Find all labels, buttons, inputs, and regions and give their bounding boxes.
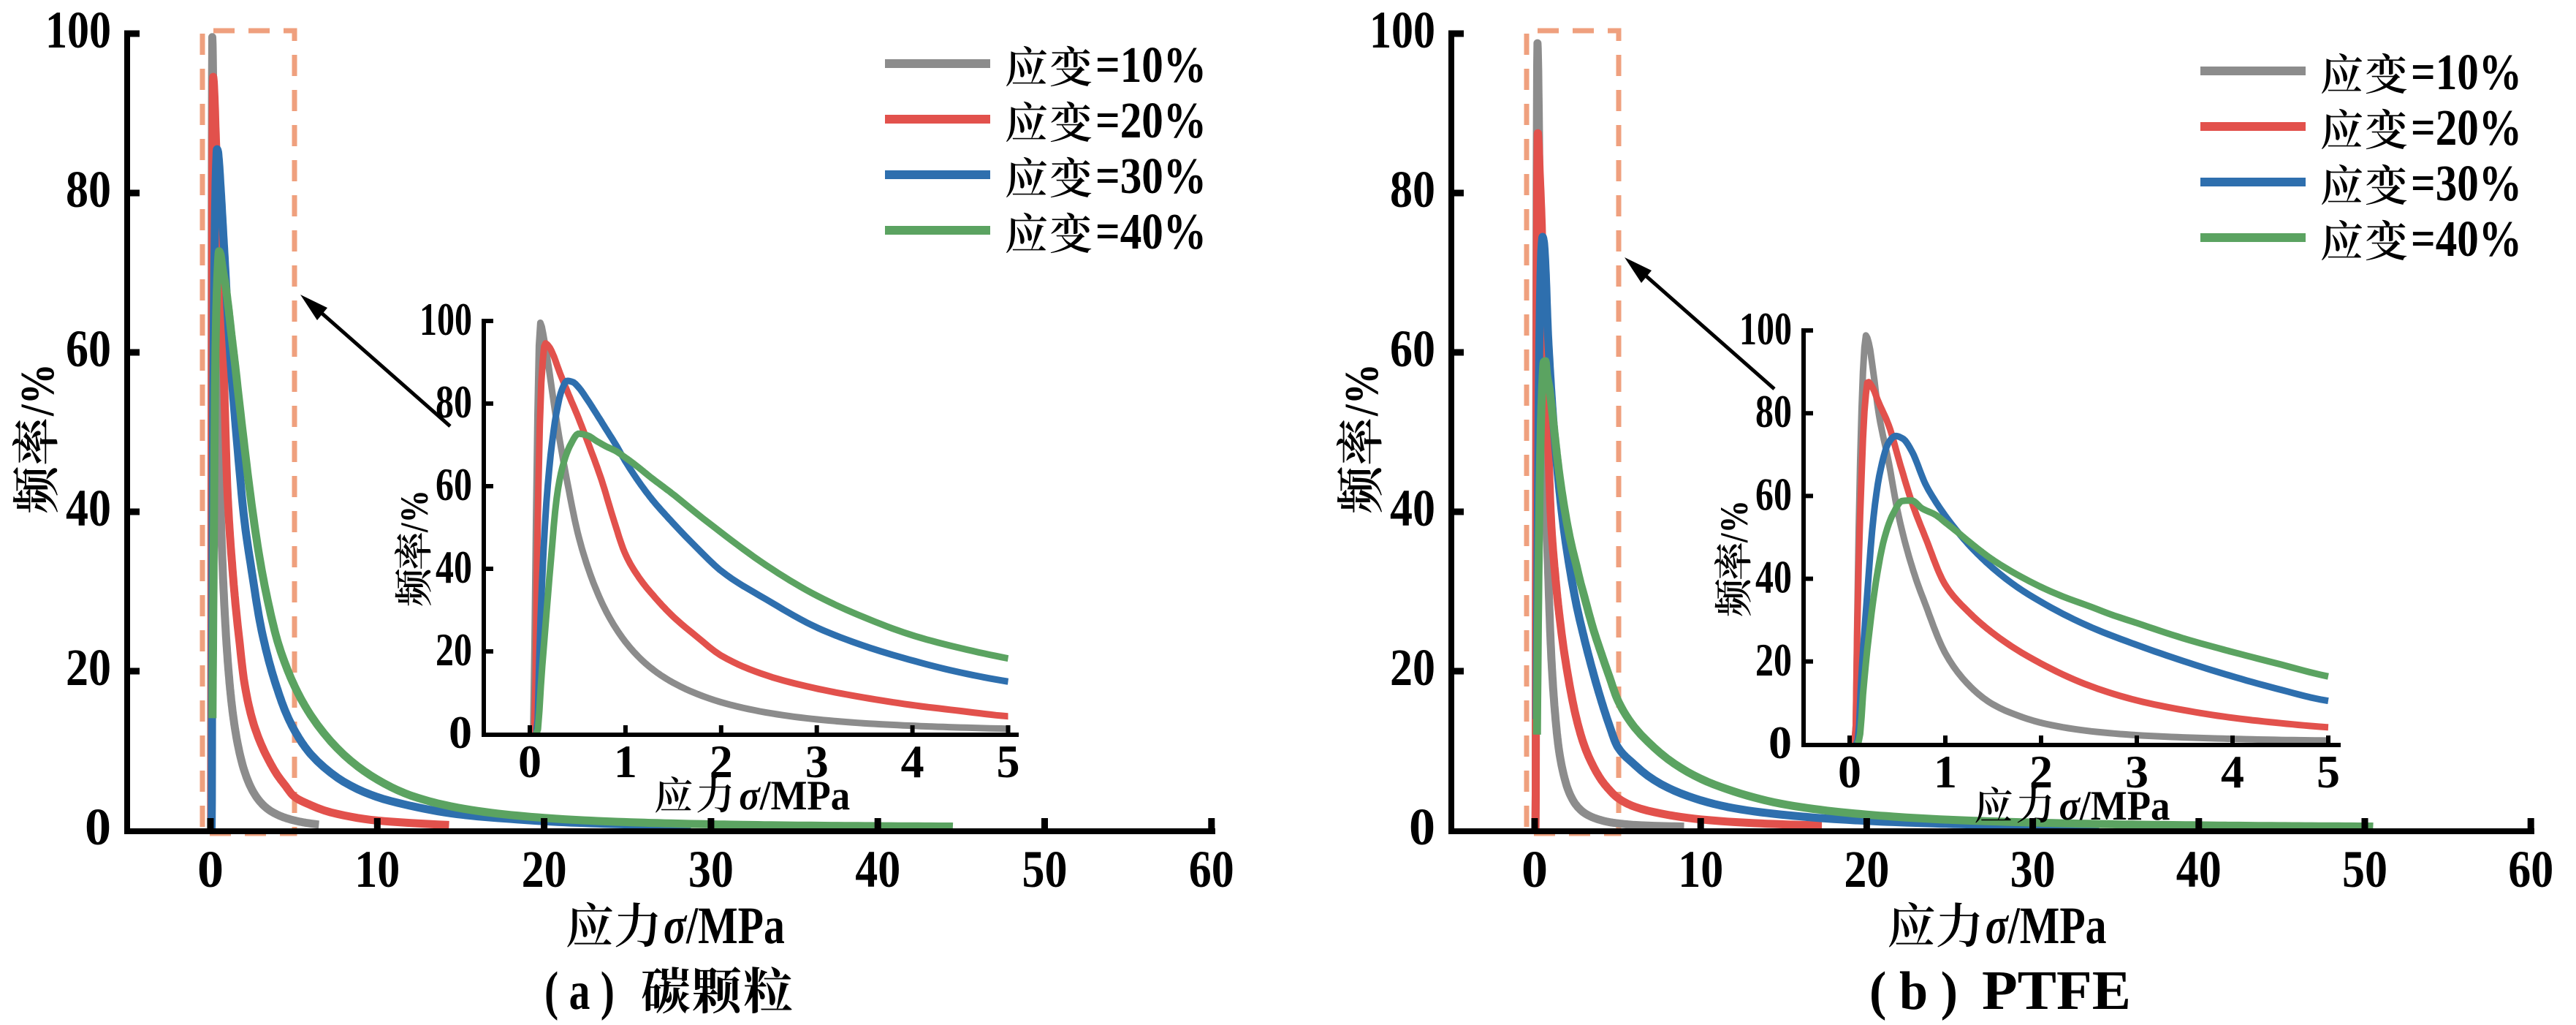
svg-text:40: 40 bbox=[66, 479, 111, 537]
svg-text:/%: /% bbox=[1335, 363, 1388, 417]
svg-text:100: 100 bbox=[419, 293, 472, 345]
svg-text:80: 80 bbox=[1390, 160, 1435, 219]
svg-text:σ/MPa: σ/MPa bbox=[2059, 783, 2170, 829]
svg-text:40: 40 bbox=[1755, 551, 1792, 603]
svg-text:/%: /% bbox=[11, 363, 64, 417]
svg-text:3: 3 bbox=[2125, 746, 2148, 798]
svg-text:20: 20 bbox=[436, 624, 472, 676]
svg-text:60: 60 bbox=[1755, 468, 1792, 520]
svg-text:20: 20 bbox=[522, 840, 567, 899]
svg-text:5: 5 bbox=[2317, 746, 2340, 798]
svg-text:PTFE: PTFE bbox=[1982, 960, 2131, 1021]
svg-text:=40%: =40% bbox=[1095, 204, 1207, 260]
svg-text:( a ): ( a ) bbox=[544, 961, 615, 1021]
svg-text:0: 0 bbox=[1521, 840, 1548, 899]
svg-text:1: 1 bbox=[614, 735, 637, 787]
svg-text:0: 0 bbox=[449, 706, 472, 758]
svg-text:5: 5 bbox=[997, 735, 1020, 787]
svg-text:20: 20 bbox=[1755, 634, 1792, 686]
svg-text:20: 20 bbox=[1390, 638, 1435, 697]
svg-text:4: 4 bbox=[2221, 746, 2244, 798]
svg-text:20: 20 bbox=[1844, 840, 1889, 899]
svg-text:20: 20 bbox=[66, 638, 111, 697]
svg-text:4: 4 bbox=[901, 735, 924, 787]
svg-text:10: 10 bbox=[1678, 840, 1723, 899]
svg-text:40: 40 bbox=[855, 840, 900, 899]
svg-text:0: 0 bbox=[197, 840, 224, 899]
svg-text:0: 0 bbox=[1409, 798, 1435, 856]
svg-text:100: 100 bbox=[1369, 1, 1435, 59]
svg-text:30: 30 bbox=[2010, 840, 2056, 899]
svg-text:=30%: =30% bbox=[1095, 148, 1207, 205]
svg-text:40: 40 bbox=[1390, 479, 1435, 537]
svg-text:σ/MPa: σ/MPa bbox=[1986, 896, 2107, 955]
svg-text:=40%: =40% bbox=[2411, 211, 2522, 268]
svg-text:40: 40 bbox=[2176, 840, 2222, 899]
svg-text:=20%: =20% bbox=[1095, 93, 1207, 149]
svg-text:60: 60 bbox=[66, 319, 111, 378]
svg-text:0: 0 bbox=[1768, 716, 1792, 768]
svg-text:=10%: =10% bbox=[2411, 45, 2522, 101]
svg-text:100: 100 bbox=[45, 1, 111, 59]
svg-text:=10%: =10% bbox=[1095, 37, 1207, 94]
svg-text:30: 30 bbox=[688, 840, 734, 899]
svg-text:80: 80 bbox=[66, 160, 111, 219]
svg-text:50: 50 bbox=[1022, 840, 1068, 899]
svg-text:60: 60 bbox=[436, 458, 472, 510]
svg-text:/%: /% bbox=[392, 490, 436, 533]
svg-text:60: 60 bbox=[1390, 319, 1435, 378]
svg-text:100: 100 bbox=[1739, 303, 1792, 355]
svg-text:1: 1 bbox=[1934, 746, 1957, 798]
svg-text:40: 40 bbox=[436, 541, 472, 593]
svg-text:60: 60 bbox=[2508, 840, 2553, 899]
svg-text:( b ): ( b ) bbox=[1869, 961, 1958, 1021]
svg-text:=20%: =20% bbox=[2411, 100, 2522, 156]
svg-text:3: 3 bbox=[805, 735, 829, 787]
svg-text:σ/MPa: σ/MPa bbox=[664, 896, 785, 955]
svg-text:σ/MPa: σ/MPa bbox=[739, 773, 850, 819]
svg-text:0: 0 bbox=[85, 798, 111, 856]
svg-text:/%: /% bbox=[1712, 500, 1756, 543]
svg-text:0: 0 bbox=[518, 735, 542, 787]
svg-text:60: 60 bbox=[1189, 840, 1234, 899]
svg-text:80: 80 bbox=[1755, 385, 1792, 437]
svg-text:0: 0 bbox=[1838, 746, 1861, 798]
svg-text:10: 10 bbox=[354, 840, 400, 899]
svg-text:50: 50 bbox=[2342, 840, 2387, 899]
svg-text:=30%: =30% bbox=[2411, 156, 2522, 212]
